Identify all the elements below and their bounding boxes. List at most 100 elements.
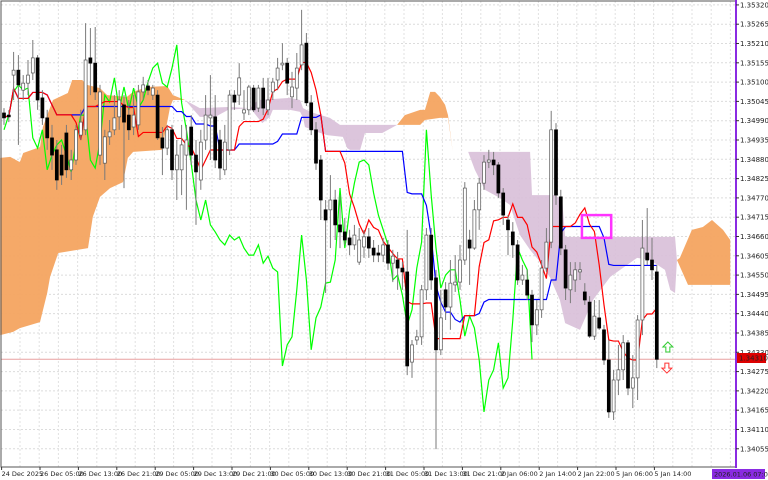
candle-body-bear: [59, 154, 64, 176]
grid: [1, 1, 735, 467]
candle: [525, 269, 530, 300]
time-tick-label: 30 Dec 05:00: [270, 470, 314, 478]
candle: [429, 228, 434, 290]
candle: [554, 123, 558, 205]
candle: [323, 200, 328, 293]
candle-body-bear: [251, 87, 256, 111]
candle-body-bull: [419, 289, 424, 338]
candle-body-bear: [285, 62, 290, 84]
current-price-label: 1.34310: [737, 353, 768, 363]
candle-body-bear: [2, 112, 6, 119]
price-tick-label: 1.34550: [740, 272, 768, 280]
price-tick-label: 1.35045: [740, 98, 768, 106]
candle: [477, 177, 482, 230]
candle-body-bear: [501, 192, 506, 216]
candle-body-bull: [83, 59, 88, 131]
candle-body-bear: [491, 159, 496, 166]
ichimoku-cloud: [0, 80, 731, 336]
candle: [486, 149, 491, 169]
candle-body-bear: [333, 199, 338, 226]
candle: [155, 90, 160, 140]
candle-body-bull: [630, 377, 635, 389]
candle: [218, 129, 222, 180]
price-tick-label: 1.34880: [740, 156, 768, 164]
candle: [616, 344, 621, 396]
candle-body-bull: [237, 77, 242, 96]
candle-body-bull: [266, 99, 270, 111]
candle: [59, 144, 64, 185]
candle-body-bull: [592, 315, 597, 337]
candle-body-bull: [357, 239, 362, 263]
candle-body-bull: [578, 269, 582, 273]
time-tick-label: 29 Dec 13:00: [194, 470, 238, 478]
candle: [414, 329, 419, 345]
candle-body-bear: [232, 94, 237, 103]
candle-body-bear: [650, 259, 654, 271]
candle: [563, 244, 568, 300]
candle: [362, 229, 366, 258]
candle-body-bull: [150, 87, 155, 96]
candle: [126, 100, 131, 140]
candle-body-bear: [318, 159, 323, 201]
candle: [246, 84, 251, 116]
candle-body-bull: [270, 81, 275, 93]
candle: [21, 75, 26, 100]
candle-body-bear: [386, 244, 390, 264]
candle: [232, 90, 237, 110]
candle: [530, 289, 534, 343]
candle: [198, 129, 203, 190]
candle-body-bull: [453, 281, 458, 286]
candle: [534, 300, 539, 336]
price-axis[interactable]: 1.35320 1.35265 1.35210 1.35155 1.35100 1.350…: [736, 1, 768, 453]
candle-body-bear: [602, 329, 606, 361]
candle: [506, 215, 510, 256]
candle-body-bull: [227, 94, 232, 151]
cloud-bear: [468, 151, 677, 330]
arrow-up-icon: [661, 341, 675, 353]
candle-body-bear: [50, 137, 54, 156]
candle-body-bear: [122, 104, 126, 123]
candle: [621, 335, 626, 380]
candle: [30, 40, 35, 80]
time-tick-label: 30 Dec 21:00: [347, 470, 391, 478]
candle-body-bull: [198, 141, 203, 181]
time-tick-label: 24 Dec 2025: [2, 470, 44, 478]
candle-body-bear: [395, 259, 400, 269]
time-tick-label: 30 Dec 13:00: [309, 470, 353, 478]
candle: [227, 90, 232, 156]
candle: [520, 264, 525, 285]
candle-body-bull: [573, 269, 578, 281]
candle: [650, 237, 654, 280]
candle: [117, 90, 122, 130]
candle-body-bull: [141, 84, 146, 93]
candle-body-bull: [275, 67, 280, 81]
candle-body-bear: [515, 244, 520, 281]
candle: [93, 27, 98, 100]
cloud-bear: [184, 97, 398, 150]
candle-body-bull: [414, 336, 419, 341]
candle-body-bear: [429, 234, 434, 281]
current-price-text: 1.34310: [739, 355, 768, 363]
candle-body-bull: [26, 74, 30, 84]
time-tick-label: 2 Jan 22:00: [578, 470, 615, 478]
price-tick-label: 1.34110: [740, 426, 768, 434]
candle-body-bull: [486, 159, 491, 163]
candle: [64, 124, 69, 178]
candle-body-bear: [54, 149, 59, 181]
candle-body-bull: [410, 344, 414, 363]
candle-body-bear: [126, 114, 131, 131]
candle: [611, 369, 616, 420]
candle: [549, 110, 554, 249]
candle-body-bear: [304, 42, 309, 104]
candle-body-bear: [434, 277, 438, 351]
candle: [179, 124, 184, 196]
candle: [88, 28, 93, 96]
candle-body-bull: [299, 44, 304, 66]
candle: [203, 95, 208, 150]
candle-body-bull: [179, 144, 184, 171]
candle: [165, 124, 170, 156]
candle: [544, 228, 549, 272]
candle: [184, 124, 189, 210]
